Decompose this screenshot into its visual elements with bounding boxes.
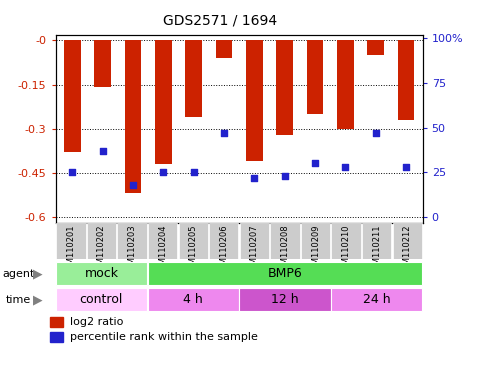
Bar [209,223,239,259]
Point [372,130,380,136]
Text: GSM110202: GSM110202 [97,225,106,275]
Bar [331,288,422,311]
Bar [56,223,85,259]
Text: percentile rank within the sample: percentile rank within the sample [71,332,258,342]
Bar [331,223,361,259]
Bar [117,223,147,259]
Bar [155,40,171,164]
Point [69,169,76,175]
Text: 24 h: 24 h [363,293,391,306]
Text: 12 h: 12 h [271,293,299,306]
Text: GSM110208: GSM110208 [281,225,289,275]
Bar [367,40,384,55]
Point [250,175,258,181]
Text: log2 ratio: log2 ratio [71,317,124,327]
Bar [148,223,177,259]
Bar [64,40,81,152]
Point [341,164,349,170]
Bar [240,288,330,311]
Text: GSM110201: GSM110201 [66,225,75,275]
Point [220,130,228,136]
Bar [56,262,147,285]
Bar [246,40,263,161]
Bar [148,288,239,311]
Text: GSM110207: GSM110207 [250,225,259,275]
Text: GSM110205: GSM110205 [189,225,198,275]
Bar [94,40,111,88]
Bar [362,223,391,259]
Bar [270,223,299,259]
Bar [240,223,269,259]
Bar [50,332,63,342]
Text: GSM110211: GSM110211 [372,225,381,275]
Text: ▶: ▶ [33,293,43,306]
Bar [393,223,422,259]
Bar [301,223,330,259]
Text: mock: mock [85,267,118,280]
Text: GDS2571 / 1694: GDS2571 / 1694 [163,13,277,27]
Bar [148,262,422,285]
Bar [87,223,116,259]
Point [281,173,288,179]
Text: agent: agent [2,268,35,279]
Text: ▶: ▶ [33,267,43,280]
Bar [185,40,202,117]
Bar [337,40,354,129]
Text: GSM110210: GSM110210 [341,225,351,275]
Text: GSM110203: GSM110203 [128,225,137,275]
Text: time: time [6,295,31,305]
Point [311,161,319,167]
Point [129,182,137,188]
Text: 4 h: 4 h [184,293,203,306]
Bar [398,40,414,120]
Text: GSM110204: GSM110204 [158,225,167,275]
Point [190,169,198,175]
Bar [179,223,208,259]
Bar [56,288,147,311]
Text: BMP6: BMP6 [268,267,302,280]
Text: control: control [80,293,123,306]
Text: GSM110212: GSM110212 [403,225,412,275]
Point [402,164,410,170]
Point [159,169,167,175]
Bar [307,40,323,114]
Bar [125,40,141,193]
Bar [276,40,293,134]
Text: GSM110206: GSM110206 [219,225,228,275]
Bar [50,317,63,327]
Text: GSM110209: GSM110209 [311,225,320,275]
Bar [215,40,232,58]
Point [99,148,106,154]
